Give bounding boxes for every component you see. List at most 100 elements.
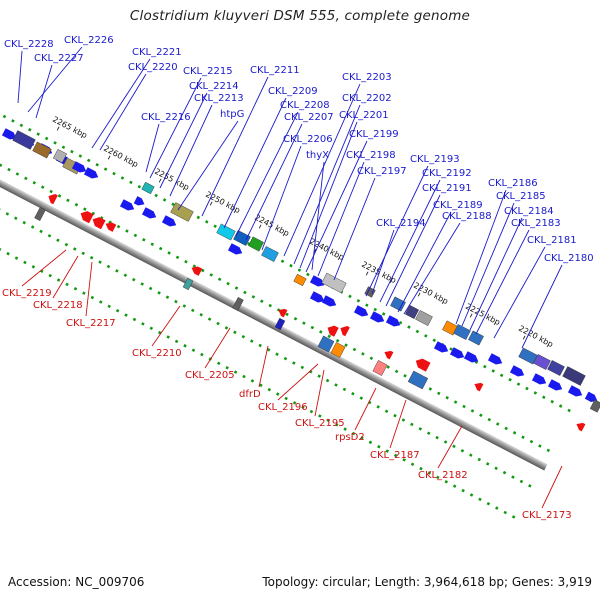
- gene-box: [12, 130, 36, 150]
- forward-leader-line: [521, 264, 563, 349]
- guide-dot: [376, 405, 380, 409]
- guide-dot: [2, 114, 7, 119]
- reverse-gene-arrow: [327, 325, 339, 337]
- reverse-leader-line: [277, 363, 319, 401]
- guide-dot: [216, 321, 220, 326]
- forward-gene-label: CKL_2214: [189, 81, 239, 92]
- guide-dot: [250, 379, 255, 383]
- forward-gene-arrow: [463, 351, 479, 363]
- guide-dot: [452, 444, 456, 449]
- forward-gene-arrow: [119, 199, 135, 211]
- gene-box: [562, 366, 586, 386]
- reverse-gene-arrow: [384, 350, 394, 360]
- guide-dot: [461, 488, 465, 493]
- gene-box: [404, 304, 420, 320]
- guide-dot: [410, 462, 415, 467]
- forward-gene-label: CKL_2206: [283, 134, 333, 145]
- guide-dot: [351, 431, 356, 436]
- forward-gene-arrow: [309, 275, 325, 287]
- guide-dot: [191, 348, 196, 352]
- guide-dot: [567, 408, 571, 413]
- guide-dot: [199, 313, 203, 317]
- forward-leader-line: [461, 202, 515, 327]
- forward-leader-line: [333, 177, 376, 281]
- forward-gene-label: CKL_2213: [194, 93, 244, 104]
- guide-dot: [115, 308, 120, 313]
- reverse-gene-label: CKL_2196: [258, 402, 308, 413]
- guide-dot: [415, 329, 420, 334]
- genome-summary-text: Topology: circular; Length: 3,964,618 bp…: [262, 575, 592, 589]
- reverse-leader-line: [354, 387, 377, 431]
- guide-dot: [216, 361, 221, 366]
- forward-leader-line: [201, 76, 269, 217]
- guide-dot: [361, 352, 365, 356]
- reverse-gene-label: CKL_2217: [66, 318, 116, 329]
- guide-dot: [32, 181, 37, 185]
- forward-gene-arrow: [83, 167, 99, 179]
- guide-dot: [479, 413, 483, 418]
- reverse-gene-label: CKL_2218: [33, 300, 83, 311]
- kbp-tick-label: 2230 kbp: [412, 281, 450, 306]
- guide-dot: [183, 344, 187, 348]
- reverse-gene-arrow: [278, 308, 288, 318]
- forward-gene-label: CKL_2202: [342, 93, 392, 104]
- guide-dot: [525, 386, 529, 391]
- gene-box: [330, 342, 346, 358]
- dotted-guides: [0, 114, 571, 519]
- forward-leader-line: [455, 189, 507, 325]
- guide-dot: [166, 335, 170, 339]
- reverse-gene-label: rpsD2: [335, 432, 365, 443]
- forward-gene-arrow: [133, 196, 145, 206]
- guide-dot: [116, 224, 121, 229]
- reverse-gene-label: CKL_2219: [2, 288, 52, 299]
- forward-leader-line: [311, 161, 325, 271]
- guide-dot: [356, 299, 361, 303]
- guide-dot: [512, 431, 517, 435]
- guide-dot: [53, 141, 57, 145]
- guide-dot: [487, 417, 492, 422]
- guide-dot: [424, 334, 428, 338]
- guide-dot: [435, 435, 439, 440]
- forward-leader-line: [403, 222, 461, 315]
- gene-features: [1, 128, 600, 432]
- guide-dot: [398, 320, 403, 325]
- guide-dot: [66, 198, 70, 203]
- reverse-leader-line: [437, 425, 463, 469]
- reverse-gene-label: CKL_2205: [185, 370, 235, 381]
- guide-dot: [275, 392, 280, 396]
- leader-lines: [17, 46, 563, 509]
- forward-leader-line: [261, 145, 302, 251]
- forward-gene-label: CKL_2192: [422, 168, 472, 179]
- kbp-tick-mark: [313, 248, 317, 253]
- guide-dot: [267, 387, 272, 392]
- forward-leader-line: [317, 161, 365, 277]
- guide-dot: [90, 295, 95, 300]
- guide-dot: [360, 436, 364, 440]
- kbp-tick-mark: [107, 155, 111, 160]
- guide-dot: [140, 282, 144, 286]
- guide-dot: [310, 325, 315, 330]
- guide-dot: [191, 308, 195, 313]
- forward-gene-arrow: [385, 315, 401, 327]
- gene-box: [216, 223, 236, 241]
- guide-dot: [558, 404, 563, 408]
- guide-dot: [394, 369, 399, 374]
- guide-dot: [11, 119, 15, 123]
- guide-dot: [469, 453, 473, 457]
- forward-gene-label: CKL_2207: [284, 112, 334, 123]
- forward-leader-line: [469, 217, 523, 331]
- gene-box: [364, 286, 376, 298]
- forward-gene-arrow: [141, 207, 157, 219]
- guide-dot: [469, 493, 474, 497]
- reverse-gene-arrow: [105, 222, 117, 232]
- guide-dot: [28, 127, 32, 132]
- reverse-gene-arrow: [92, 217, 106, 230]
- reverse-gene-label: CKL_2173: [522, 510, 572, 521]
- guide-dot: [132, 277, 136, 282]
- guide-dot: [301, 405, 305, 409]
- forward-leader-line: [371, 229, 395, 295]
- guide-dot: [174, 339, 179, 344]
- guide-dot: [201, 268, 205, 273]
- guide-dot: [7, 167, 11, 172]
- guide-dot: [56, 238, 60, 242]
